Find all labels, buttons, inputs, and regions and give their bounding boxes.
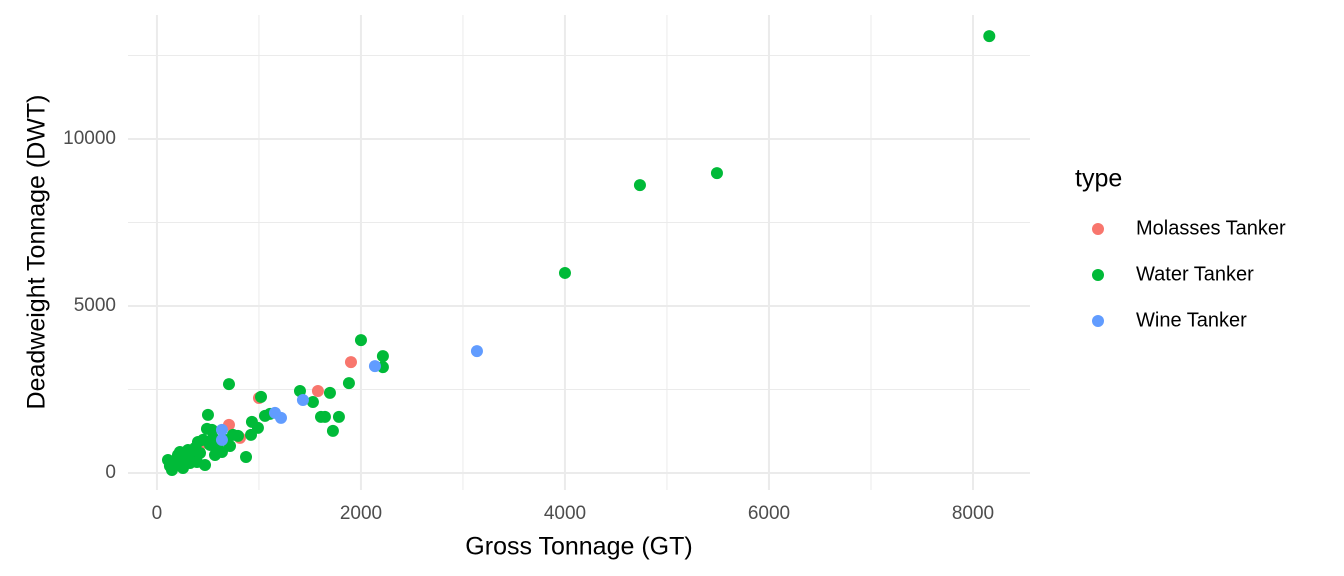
x-tick-label: 8000 [952,503,994,524]
point [296,394,309,407]
y-axis-label: Deadweight Tonnage (DWT) [23,95,51,410]
point [368,360,381,373]
point [245,428,258,441]
point [293,385,306,398]
point [190,455,203,468]
point [633,179,646,192]
point [201,408,214,421]
legend-title: type [1075,165,1122,193]
point [231,429,244,442]
point [558,266,571,279]
point [209,448,222,461]
point [311,385,324,398]
legend-key [1092,269,1104,281]
point [376,350,389,363]
x-tick-label: 2000 [340,503,382,524]
point [326,424,339,437]
point [215,423,228,436]
point [240,450,253,463]
legend-label: Molasses Tanker [1136,217,1286,239]
x-tick-label: 4000 [544,503,586,524]
point [354,334,367,347]
point [306,396,319,409]
point [342,377,355,390]
point [344,356,357,369]
y-tick-label: 10000 [63,128,116,149]
point [710,167,723,180]
x-tick-label: 0 [152,503,163,524]
point [268,406,281,419]
point [255,390,268,403]
legend-key [1092,315,1104,327]
legend-label: Wine Tanker [1136,309,1247,331]
point [470,345,483,358]
point [215,433,228,446]
point [222,378,235,391]
point [318,410,331,423]
y-tick-label: 5000 [74,295,116,316]
point [332,410,345,423]
x-tick-label: 6000 [748,503,790,524]
point [323,386,336,399]
legend-label: Water Tanker [1136,263,1254,285]
y-tick-label: 0 [105,462,116,483]
point [205,423,218,436]
point [983,30,996,43]
legend-key [1092,223,1104,235]
x-axis-label: Gross Tonnage (GT) [465,533,692,561]
point [258,409,271,422]
point [194,446,207,459]
